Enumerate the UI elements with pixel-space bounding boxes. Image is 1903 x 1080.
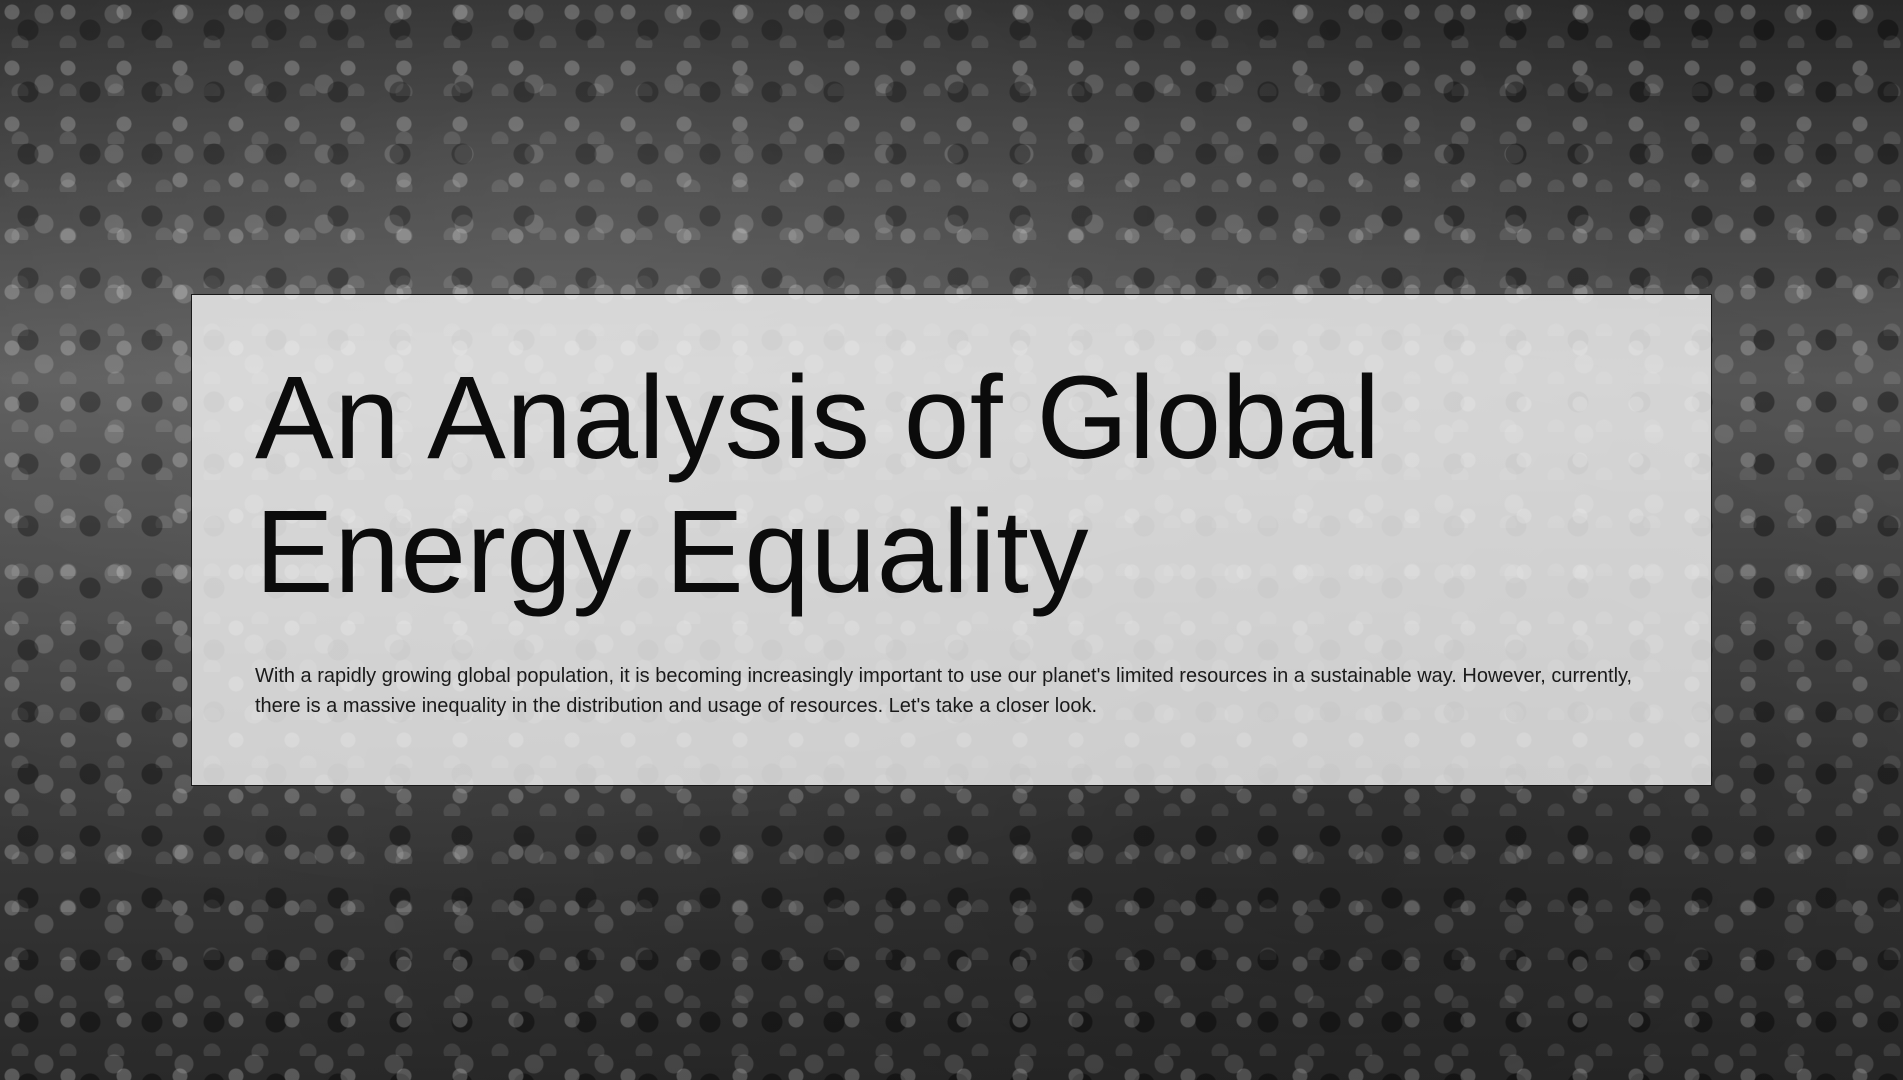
page-title: An Analysis of Global Energy Equality [255, 352, 1381, 618]
title-card: An Analysis of Global Energy Equality Wi… [191, 294, 1712, 786]
lead-paragraph: With a rapidly growing global population… [255, 665, 1633, 717]
